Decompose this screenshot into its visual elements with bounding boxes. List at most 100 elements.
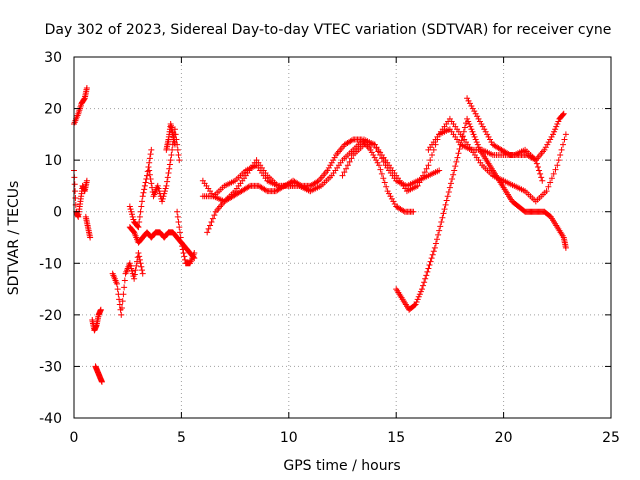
data-point — [461, 124, 468, 131]
data-point — [562, 131, 569, 138]
data-point — [445, 188, 452, 195]
data-point — [537, 170, 544, 177]
data-point — [116, 296, 123, 303]
series-segment-11 — [174, 208, 198, 267]
data-point — [431, 244, 438, 251]
y-axis-title: SDTVAR / TECUs — [6, 181, 22, 296]
data-point — [430, 248, 437, 255]
data-point — [113, 280, 120, 287]
data-point — [505, 151, 512, 158]
data-point — [343, 165, 350, 172]
data-point — [374, 159, 381, 166]
y-tick-label: -20 — [39, 308, 62, 324]
y-tick-label: 20 — [44, 102, 62, 118]
data-point — [136, 219, 143, 226]
data-point — [475, 115, 482, 122]
data-point — [141, 186, 148, 193]
data-point — [545, 139, 552, 146]
x-tick-label: 0 — [70, 430, 79, 446]
data-point — [72, 194, 79, 201]
data-point — [121, 277, 128, 284]
data-point — [558, 146, 565, 153]
data-point — [421, 169, 428, 176]
data-point — [416, 291, 423, 298]
data-point — [464, 115, 471, 122]
data-point — [83, 177, 90, 184]
data-point — [175, 219, 182, 226]
data-point — [446, 184, 453, 191]
data-point — [555, 157, 562, 164]
data-point — [118, 311, 125, 318]
data-point — [128, 211, 135, 218]
data-point — [162, 185, 169, 192]
data-point — [420, 172, 427, 179]
data-point — [466, 121, 473, 128]
data-point — [381, 179, 388, 186]
data-point — [140, 189, 147, 196]
data-point — [387, 193, 394, 200]
data-point — [341, 169, 348, 176]
data-point — [327, 162, 334, 169]
data-point — [552, 166, 559, 173]
data-point — [297, 182, 304, 189]
data-point — [471, 133, 478, 140]
data-point — [488, 139, 495, 146]
data-point — [380, 175, 387, 182]
data-point — [550, 170, 557, 177]
data-point — [454, 154, 461, 161]
data-point — [548, 175, 555, 182]
data-point — [156, 188, 163, 195]
data-point — [83, 84, 90, 91]
grid — [74, 57, 611, 418]
data-point — [420, 282, 427, 289]
data-point — [410, 208, 417, 215]
data-point — [551, 128, 558, 135]
data-point — [167, 157, 174, 164]
data-point — [115, 291, 122, 298]
data-point — [166, 161, 173, 168]
data-point — [554, 121, 561, 128]
data-point — [544, 141, 551, 148]
data-point — [127, 206, 134, 213]
data-point — [144, 172, 151, 179]
data-point — [560, 141, 567, 148]
data-point — [443, 197, 450, 204]
data-point — [344, 162, 351, 169]
data-point — [378, 170, 385, 177]
data-point — [165, 170, 172, 177]
data-point — [137, 260, 144, 267]
axis-ticks — [73, 56, 612, 419]
data-point — [161, 190, 168, 197]
data-point — [427, 258, 434, 265]
data-point — [465, 118, 472, 125]
data-point — [367, 146, 374, 153]
data-point — [451, 167, 458, 174]
series-segment-2 — [71, 167, 90, 220]
data-point — [473, 139, 480, 146]
data-point — [376, 162, 383, 169]
x-tick-label: 15 — [387, 430, 405, 446]
data-point — [314, 178, 321, 185]
data-point — [174, 146, 181, 153]
data-point — [531, 156, 538, 163]
data-point — [548, 133, 555, 140]
data-point — [145, 164, 152, 171]
series-segment-10 — [163, 121, 178, 153]
data-point — [545, 183, 552, 190]
data-point — [166, 165, 173, 172]
data-marks — [71, 84, 569, 385]
data-point — [485, 133, 492, 140]
data-point — [126, 260, 133, 267]
series-segment-6 — [109, 249, 146, 318]
data-point — [133, 262, 140, 269]
data-point — [424, 268, 431, 275]
data-point — [418, 286, 425, 293]
data-point — [450, 171, 457, 178]
data-point — [129, 213, 136, 220]
data-point — [147, 176, 154, 183]
data-point — [442, 201, 449, 208]
data-point — [175, 151, 182, 158]
data-point — [435, 231, 442, 238]
data-point — [181, 253, 188, 260]
data-point — [386, 190, 393, 197]
